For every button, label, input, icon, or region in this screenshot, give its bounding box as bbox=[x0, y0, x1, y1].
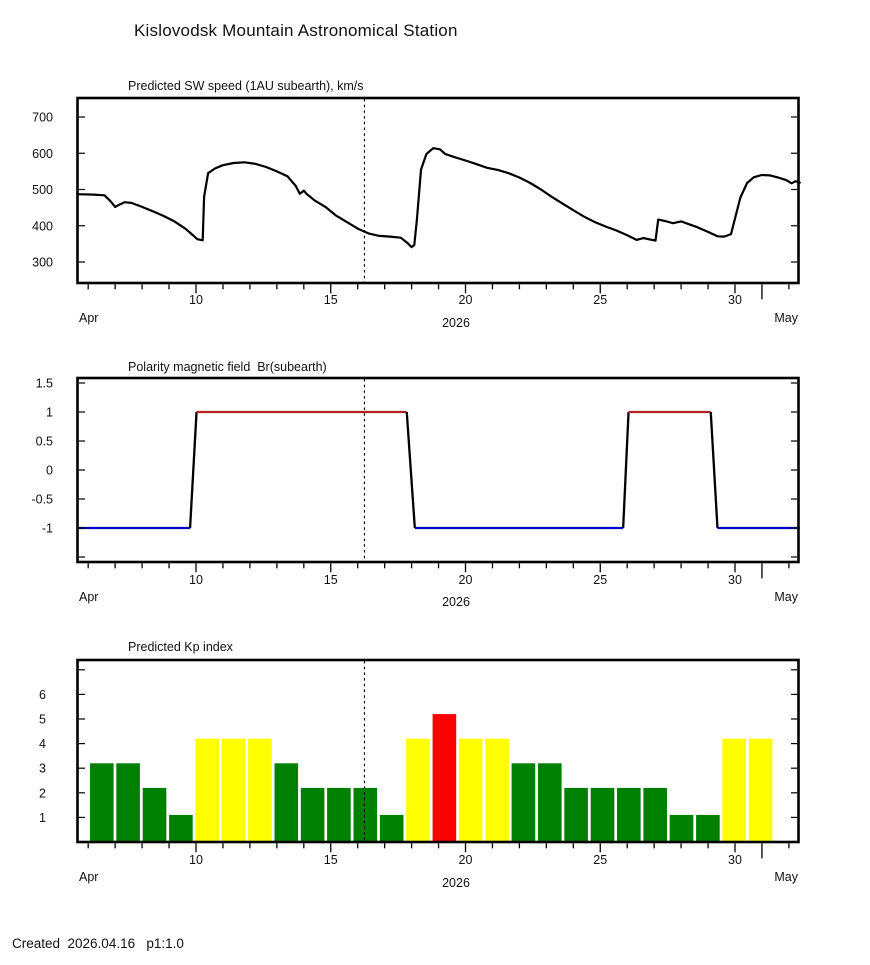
kp-bar bbox=[458, 738, 483, 842]
kp-bar bbox=[406, 738, 430, 842]
y-tick-label: 1 bbox=[39, 811, 46, 825]
x-tick-label: 20 bbox=[459, 853, 473, 867]
kp-bar bbox=[511, 763, 536, 842]
kp-bar bbox=[696, 814, 720, 842]
x-tick-label: 25 bbox=[593, 853, 607, 867]
x-tick-label: 30 bbox=[728, 573, 742, 587]
kp-index-chart-title: Predicted Kp index bbox=[128, 640, 233, 654]
y-tick-label: 1.5 bbox=[36, 377, 53, 391]
created-note: Created 2026.04.16 p1:1.0 bbox=[12, 936, 184, 951]
polarity-transition bbox=[709, 411, 719, 529]
kp-bar bbox=[169, 814, 193, 842]
kp-bar bbox=[195, 738, 219, 842]
polarity-axis-month-end: May bbox=[774, 590, 798, 604]
y-tick-label: 2 bbox=[39, 786, 46, 800]
kp-bar bbox=[748, 738, 773, 842]
x-tick-label: 15 bbox=[324, 573, 338, 587]
kp-bar bbox=[142, 787, 167, 842]
y-tick-label: 5 bbox=[39, 713, 46, 727]
y-tick-label: 0.5 bbox=[36, 435, 53, 449]
kp-bar bbox=[248, 738, 272, 842]
y-tick-label: 4 bbox=[39, 737, 46, 751]
kp-bar bbox=[327, 787, 351, 842]
kp-bar bbox=[485, 738, 509, 842]
kp-bar bbox=[538, 763, 562, 842]
kp-bar bbox=[116, 763, 140, 842]
x-tick-label: 20 bbox=[459, 573, 473, 587]
kp-bar bbox=[590, 787, 615, 842]
polarity-transition bbox=[188, 411, 198, 529]
kp-bar bbox=[379, 814, 404, 842]
kp-bar bbox=[300, 787, 325, 842]
y-tick-label: 700 bbox=[32, 111, 53, 125]
sw-axis-month-end: May bbox=[774, 311, 798, 325]
y-tick-label: 300 bbox=[32, 256, 53, 270]
x-tick-label: 10 bbox=[189, 573, 203, 587]
kp-bar bbox=[274, 763, 299, 842]
x-tick-label: 25 bbox=[593, 573, 607, 587]
x-tick-label: 25 bbox=[593, 293, 607, 307]
polarity-axis-year: 2026 bbox=[442, 595, 470, 609]
kp-bar bbox=[90, 763, 114, 842]
kp-bar bbox=[432, 714, 457, 842]
chart-frame bbox=[76, 96, 800, 285]
x-tick-label: 20 bbox=[459, 293, 473, 307]
y-tick-label: 400 bbox=[32, 219, 53, 233]
kp-axis-month-start: Apr bbox=[79, 870, 99, 884]
kp-bar bbox=[353, 787, 378, 842]
sw-speed-line bbox=[76, 147, 801, 249]
chart-frame bbox=[76, 376, 800, 564]
sw-axis-year: 2026 bbox=[442, 316, 470, 330]
y-tick-label: 600 bbox=[32, 147, 53, 161]
kp-axis-month-end: May bbox=[774, 870, 798, 884]
y-tick-label: 1 bbox=[46, 406, 53, 420]
x-tick-label: 15 bbox=[324, 853, 338, 867]
polarity-transition bbox=[405, 411, 416, 529]
kp-bar bbox=[564, 787, 588, 842]
polarity-transition bbox=[622, 411, 630, 529]
x-tick-label: 10 bbox=[189, 293, 203, 307]
chart-frame bbox=[76, 658, 800, 844]
sw-axis-month-start: Apr bbox=[79, 311, 99, 325]
page-title: Kislovodsk Mountain Astronomical Station bbox=[134, 21, 458, 40]
y-tick-label: 500 bbox=[32, 183, 53, 197]
y-tick-label: -1 bbox=[42, 522, 53, 536]
kp-axis-year: 2026 bbox=[442, 876, 470, 890]
y-tick-label: -0.5 bbox=[31, 493, 53, 507]
x-tick-label: 30 bbox=[728, 853, 742, 867]
kp-bar bbox=[669, 814, 694, 842]
polarity-axis-month-start: Apr bbox=[79, 590, 99, 604]
kp-bar bbox=[643, 787, 667, 842]
x-tick-label: 10 bbox=[189, 853, 203, 867]
y-tick-label: 3 bbox=[39, 762, 46, 776]
x-tick-label: 30 bbox=[728, 293, 742, 307]
kp-bar bbox=[722, 738, 746, 842]
y-tick-label: 6 bbox=[39, 688, 46, 702]
kp-bar bbox=[617, 787, 641, 842]
sw-speed-chart-title: Predicted SW speed (1AU subearth), km/s bbox=[128, 79, 364, 93]
polarity-chart-title: Polarity magnetic field Br(subearth) bbox=[128, 360, 327, 374]
y-tick-label: 0 bbox=[46, 464, 53, 478]
x-tick-label: 15 bbox=[324, 293, 338, 307]
kp-bar bbox=[221, 738, 246, 842]
